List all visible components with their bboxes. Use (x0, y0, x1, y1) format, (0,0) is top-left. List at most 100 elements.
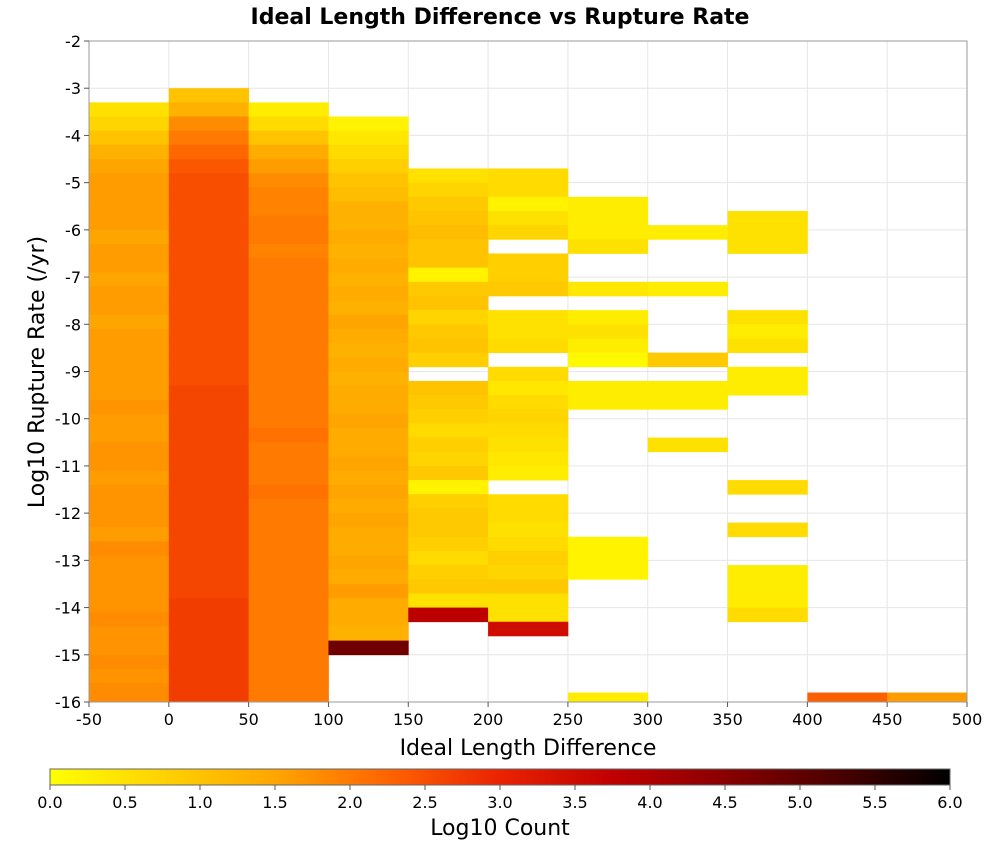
x-tick-label: 250 (553, 710, 584, 729)
heatmap-cell (248, 484, 329, 500)
heatmap-cell (328, 229, 409, 245)
heatmap-cell (248, 527, 329, 542)
heatmap-cell (89, 399, 170, 415)
x-tick-label: 50 (238, 710, 258, 729)
heatmap-cell (248, 428, 329, 443)
heatmap-cell (408, 522, 489, 538)
heatmap-cell (168, 598, 250, 613)
heatmap-cell (168, 116, 250, 132)
heatmap-cell (168, 697, 250, 703)
colorbar-tick-label: 0.0 (37, 793, 62, 812)
heatmap-cell (168, 130, 250, 146)
x-tick-label: 450 (872, 710, 903, 729)
heatmap-cell (89, 626, 170, 642)
heatmap-cell (89, 215, 170, 231)
y-tick-label: -9 (65, 363, 81, 382)
x-axis-ticks: -50 0 50 100 150 200 250 300 350 400 450 500 (76, 702, 982, 729)
heatmap-cell (408, 338, 489, 354)
heatmap-cell (408, 267, 489, 283)
heatmap-cell (89, 683, 170, 698)
heatmap-cell (248, 626, 329, 642)
heatmap-cell (328, 498, 409, 514)
colorbar-tick-label: 3.0 (487, 793, 512, 812)
heatmap-cell (89, 569, 170, 585)
heatmap-cell (488, 338, 569, 354)
heatmap-cell (488, 324, 569, 339)
x-tick-label: 400 (792, 710, 823, 729)
heatmap-cell (168, 272, 250, 287)
heatmap-cell (328, 555, 409, 571)
heatmap-cell (328, 527, 409, 542)
colorbar-tick-label: 4.0 (637, 793, 662, 812)
heatmap-cell (488, 395, 569, 410)
y-tick-label: -5 (65, 174, 81, 193)
heatmap-cell (168, 88, 250, 103)
heatmap-cell (168, 286, 250, 302)
heatmap-cell (89, 640, 170, 656)
heatmap-cell (168, 470, 250, 486)
heatmap-cell (647, 281, 728, 297)
heatmap-cell (328, 300, 409, 316)
heatmap-cell (248, 130, 329, 146)
x-tick-label: -50 (76, 710, 102, 729)
heatmap-cell (248, 329, 329, 344)
heatmap-cell (89, 668, 170, 684)
heatmap-cell (89, 144, 170, 160)
heatmap-cell (89, 244, 170, 259)
heatmap-cell (168, 102, 250, 117)
heatmap-cell (89, 612, 170, 627)
heatmap-cell (328, 385, 409, 401)
heatmap-cell (328, 343, 409, 358)
heatmap-cell (567, 310, 649, 325)
heatmap-cell (168, 442, 250, 457)
heatmap-cell (488, 182, 569, 198)
heatmap-cell (168, 357, 250, 372)
heatmap-cell (408, 607, 489, 623)
heatmap-cell (727, 607, 808, 623)
heatmap-cell (408, 409, 489, 424)
heatmap-cell (488, 281, 569, 297)
colorbar-tick-label: 0.5 (112, 793, 137, 812)
colorbar-tick-label: 3.5 (562, 793, 587, 812)
heatmap-cell (328, 598, 409, 613)
y-tick-label: -15 (55, 646, 81, 665)
x-tick-label: 300 (632, 710, 663, 729)
heatmap-cell (567, 565, 649, 580)
heatmap-cell (328, 626, 409, 642)
heatmap-cell (168, 626, 250, 642)
colorbar-label: Log10 Count (430, 816, 570, 841)
heatmap-cell (328, 258, 409, 273)
heatmap-cell (488, 210, 569, 226)
heatmap-cell (488, 607, 569, 623)
heatmap-cell (89, 385, 170, 401)
heatmap-cell (488, 550, 569, 566)
heatmap-cell (89, 130, 170, 146)
heatmap-cell (89, 583, 170, 599)
heatmap-cell (328, 640, 409, 656)
heatmap-cell (248, 413, 329, 429)
heatmap-cell (248, 343, 329, 358)
y-tick-label: -2 (65, 32, 81, 51)
heatmap-cell (488, 451, 569, 467)
heatmap-cell (727, 480, 808, 495)
heatmap-cell (567, 692, 649, 703)
heatmap-cell (248, 116, 329, 132)
y-tick-label: -6 (65, 221, 81, 240)
heatmap-cell (488, 409, 569, 424)
heatmap-cell (248, 159, 329, 174)
heatmap-cell (408, 182, 489, 198)
heatmap-cell (408, 352, 489, 368)
heatmap-cell (567, 225, 649, 240)
heatmap-cell (328, 215, 409, 231)
colorbar-tick-label: 2.0 (337, 793, 362, 812)
heatmap-cell (248, 187, 329, 202)
heatmap-cell (328, 428, 409, 443)
heatmap-cell (89, 272, 170, 287)
colorbar-tick-label: 1.0 (187, 793, 212, 812)
heatmap-cell (408, 423, 489, 438)
heatmap-cell (168, 343, 250, 358)
heatmap-cell (567, 239, 649, 254)
y-tick-label: -16 (55, 693, 81, 712)
heatmap-cell (727, 225, 808, 240)
heatmap-cell (488, 310, 569, 325)
